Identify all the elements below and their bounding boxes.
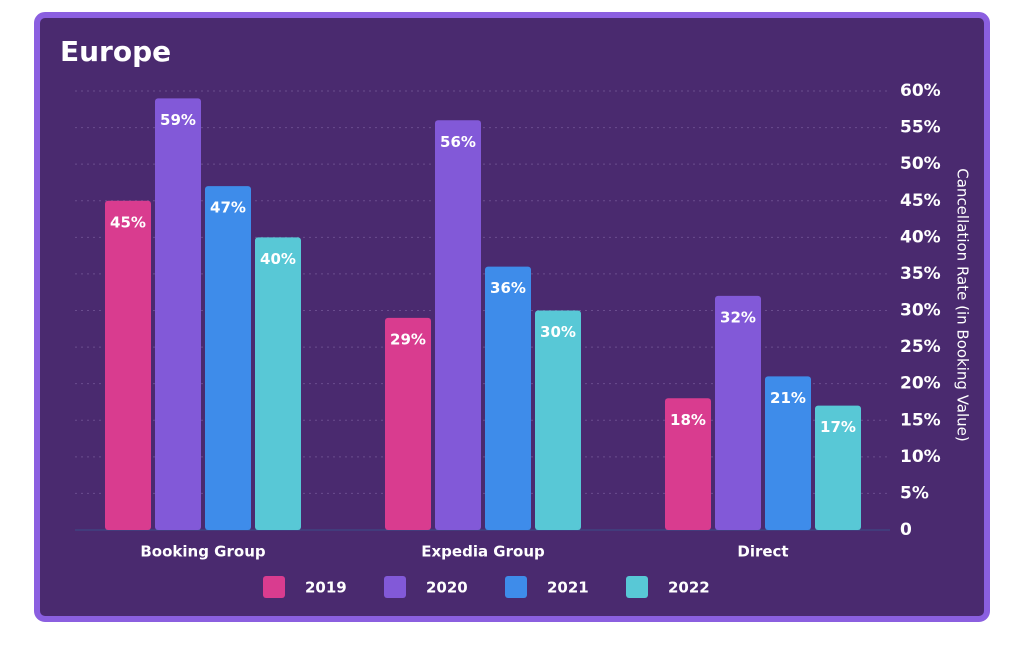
y-tick-label: 15% (900, 410, 941, 430)
y-axis-title: Cancellation Rate (in Booking Value) (954, 168, 972, 441)
y-tick-label: 40% (900, 227, 941, 247)
bar (205, 186, 251, 530)
data-label: 36% (490, 279, 526, 297)
bar (155, 98, 201, 531)
bar (385, 317, 431, 530)
bar (665, 398, 711, 530)
y-tick-label: 50% (900, 154, 941, 174)
bar (535, 310, 581, 530)
legend-label: 2022 (668, 579, 710, 597)
bar (435, 120, 481, 531)
bar (765, 376, 811, 530)
bar (715, 295, 761, 530)
data-label: 40% (260, 250, 296, 268)
data-label: 59% (160, 111, 196, 129)
x-tick-label: Booking Group (140, 543, 265, 561)
legend-label: 2020 (426, 579, 468, 597)
y-tick-label: 5% (900, 483, 929, 503)
bar (105, 200, 151, 530)
chart-title: Europe (60, 35, 171, 68)
y-tick-label: 30% (900, 301, 941, 321)
y-tick-label: 20% (900, 374, 941, 394)
data-label: 17% (820, 418, 856, 436)
y-tick-label: 60% (900, 81, 941, 101)
data-label: 18% (670, 411, 706, 429)
data-label: 30% (540, 323, 576, 341)
bar (255, 237, 301, 531)
legend-swatch (505, 576, 527, 598)
legend-swatch (384, 576, 406, 598)
legend-label: 2021 (547, 579, 589, 597)
data-label: 45% (110, 213, 146, 231)
data-label: 29% (390, 330, 426, 348)
legend-swatch (263, 576, 285, 598)
y-tick-label: 0 (900, 520, 912, 540)
y-tick-label: 35% (900, 264, 941, 284)
y-tick-label: 45% (900, 191, 941, 211)
data-label: 56% (440, 133, 476, 151)
legend-label: 2019 (305, 579, 347, 597)
data-label: 47% (210, 199, 246, 217)
bar (485, 266, 531, 530)
y-tick-label: 55% (900, 118, 941, 138)
y-tick-label: 10% (900, 447, 941, 467)
legend-swatch (626, 576, 648, 598)
x-tick-label: Expedia Group (421, 543, 545, 561)
x-tick-label: Direct (737, 543, 788, 561)
data-label: 21% (770, 389, 806, 407)
data-label: 32% (720, 308, 756, 326)
bar (815, 405, 861, 530)
y-tick-label: 25% (900, 337, 941, 357)
